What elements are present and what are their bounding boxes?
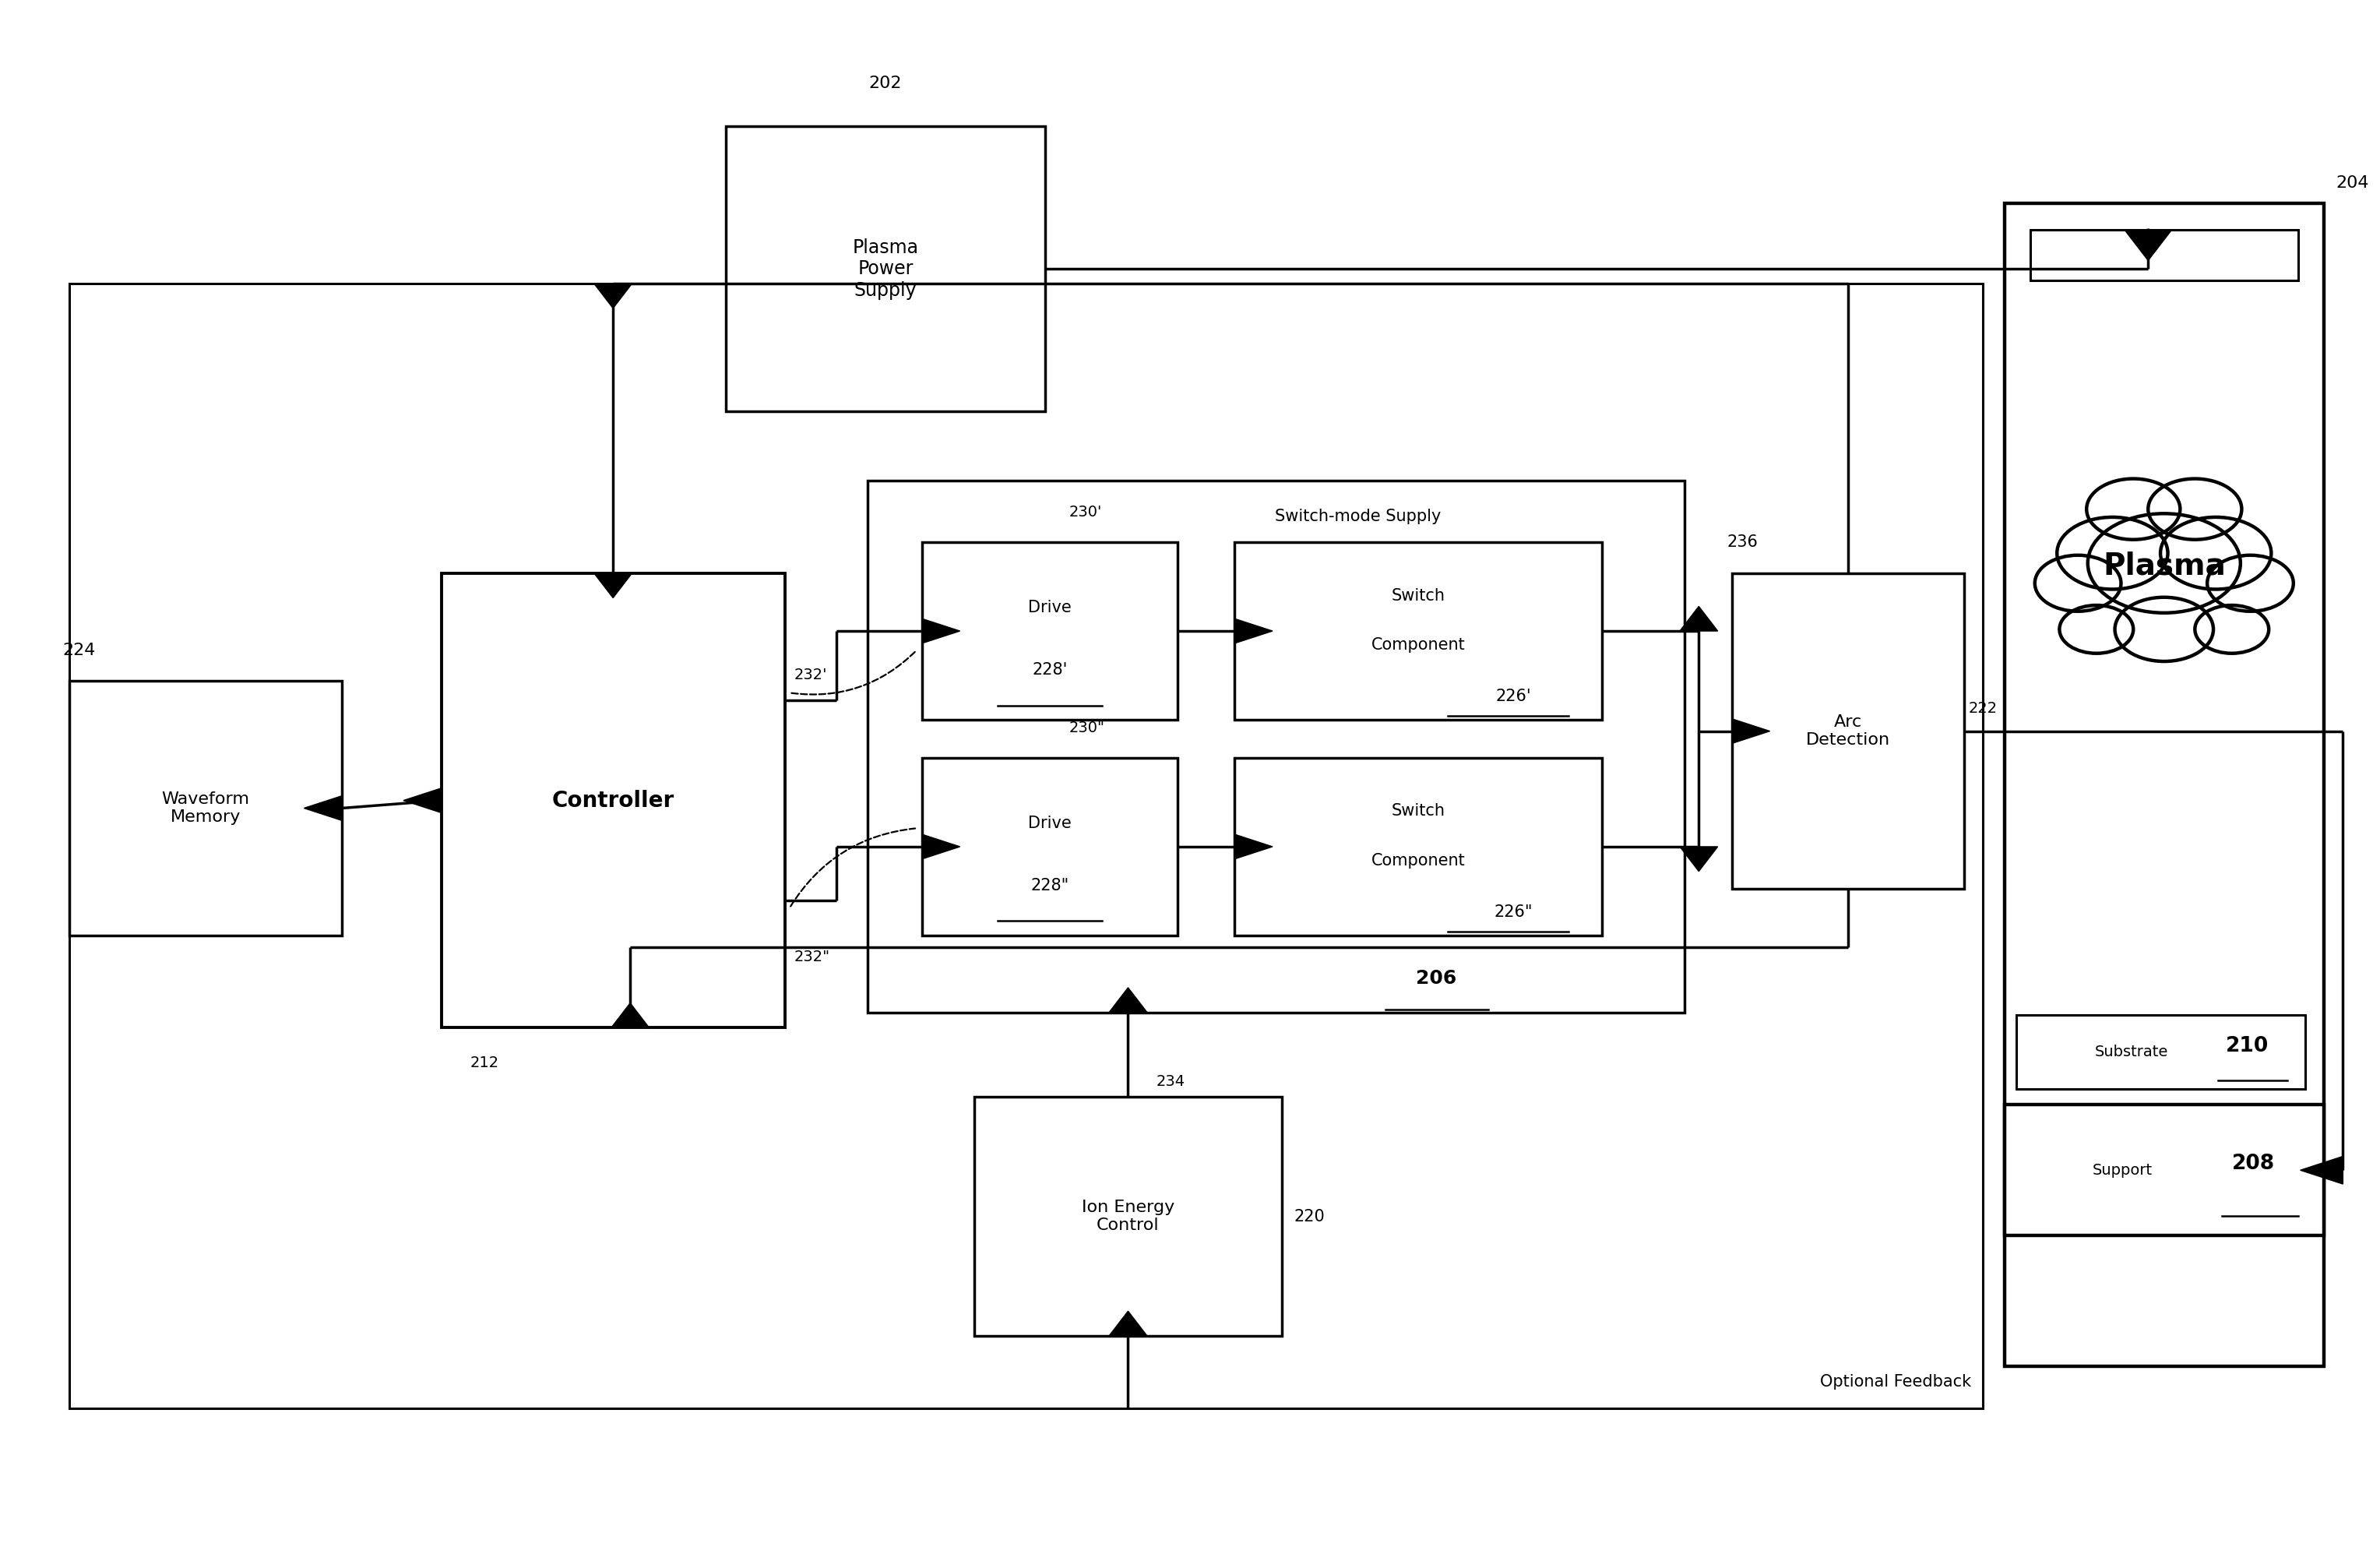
Polygon shape — [1680, 846, 1718, 871]
Polygon shape — [405, 787, 440, 812]
Polygon shape — [305, 795, 343, 820]
Text: Switch-mode Supply: Switch-mode Supply — [1276, 509, 1440, 524]
Bar — [1235, 758, 1602, 936]
Circle shape — [2194, 605, 2268, 653]
Text: 228': 228' — [1033, 662, 1069, 678]
Bar — [2004, 204, 2323, 1366]
Bar — [2030, 229, 2299, 280]
Bar — [921, 543, 1178, 719]
Bar — [869, 481, 1685, 1012]
Circle shape — [2056, 517, 2168, 589]
Text: Drive: Drive — [1028, 600, 1071, 616]
Text: 232': 232' — [795, 667, 828, 682]
Bar — [2016, 1015, 2304, 1089]
Text: Arc
Detection: Arc Detection — [1806, 715, 1890, 747]
Polygon shape — [1109, 1312, 1147, 1335]
Bar — [69, 283, 1983, 1408]
Text: Controller: Controller — [552, 789, 674, 811]
Text: 208: 208 — [2232, 1154, 2275, 1174]
Text: 210: 210 — [2225, 1036, 2268, 1057]
Text: Plasma: Plasma — [2102, 551, 2225, 580]
Polygon shape — [921, 834, 959, 859]
Text: 230': 230' — [1069, 504, 1102, 520]
Text: 228": 228" — [1031, 877, 1069, 894]
Text: Optional Feedback: Optional Feedback — [1821, 1374, 1971, 1389]
Text: 224: 224 — [62, 642, 95, 657]
Bar — [440, 574, 785, 1027]
Text: Plasma
Power
Supply: Plasma Power Supply — [852, 238, 919, 300]
Circle shape — [2161, 517, 2271, 589]
Text: 202: 202 — [869, 76, 902, 91]
Bar — [973, 1097, 1283, 1335]
Circle shape — [2059, 605, 2132, 653]
Bar — [1235, 543, 1602, 719]
Text: 236: 236 — [1728, 535, 1759, 551]
Text: 226': 226' — [1497, 688, 1530, 704]
Text: 220: 220 — [1295, 1208, 1326, 1224]
Text: Component: Component — [1371, 852, 1466, 868]
Text: 226": 226" — [1495, 905, 1533, 920]
Polygon shape — [921, 619, 959, 644]
Bar — [1733, 574, 1963, 890]
Text: Drive: Drive — [1028, 815, 1071, 831]
Polygon shape — [1109, 987, 1147, 1012]
Circle shape — [2087, 478, 2180, 540]
Circle shape — [2149, 478, 2242, 540]
Text: Ion Energy
Control: Ion Energy Control — [1081, 1199, 1173, 1233]
Bar — [726, 127, 1045, 412]
Polygon shape — [2125, 229, 2173, 260]
Text: Support: Support — [2092, 1163, 2152, 1177]
Polygon shape — [1235, 619, 1273, 644]
Text: 230": 230" — [1069, 721, 1104, 735]
Circle shape — [2116, 597, 2213, 662]
Text: Waveform
Memory: Waveform Memory — [162, 792, 250, 825]
Circle shape — [2206, 555, 2294, 611]
Text: 232": 232" — [795, 950, 831, 964]
Polygon shape — [1235, 834, 1273, 859]
Text: Switch: Switch — [1392, 803, 1445, 818]
Bar — [2004, 1105, 2323, 1236]
Text: Substrate: Substrate — [2094, 1044, 2168, 1060]
Circle shape — [2035, 555, 2121, 611]
Text: 234: 234 — [1157, 1075, 1185, 1089]
Text: 206: 206 — [1416, 968, 1457, 987]
Text: Component: Component — [1371, 637, 1466, 653]
Polygon shape — [612, 1002, 650, 1027]
Text: 212: 212 — [469, 1055, 500, 1071]
Text: Switch: Switch — [1392, 588, 1445, 603]
Bar — [921, 758, 1178, 936]
Text: 204: 204 — [2335, 176, 2368, 192]
Polygon shape — [1733, 719, 1771, 744]
Polygon shape — [595, 283, 633, 308]
Text: 222: 222 — [1968, 701, 1997, 716]
Bar — [69, 681, 343, 936]
Polygon shape — [1680, 606, 1718, 631]
Circle shape — [2087, 514, 2240, 613]
Polygon shape — [2301, 1156, 2342, 1183]
Polygon shape — [595, 574, 633, 597]
